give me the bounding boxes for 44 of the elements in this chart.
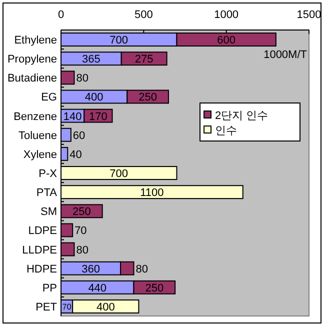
y-tick-label: LLDPE (22, 244, 57, 256)
y-tick-label: Xylene (23, 148, 57, 161)
y-tick-label: P-X (38, 168, 58, 180)
data-label: 1100 (140, 187, 164, 200)
data-label: 140 (63, 110, 82, 123)
data-label: 275 (134, 54, 154, 66)
y-tick-label: SM (40, 206, 57, 218)
data-label: 700 (110, 168, 128, 180)
data-label: 600 (217, 34, 236, 47)
legend-label: 2단지 인수 (215, 110, 268, 122)
data-label: 440 (88, 282, 107, 294)
data-label: 60 (72, 130, 86, 142)
data-label: 365 (82, 54, 100, 66)
data-label: 360 (82, 263, 100, 276)
data-label: 250 (145, 282, 164, 294)
y-tick-label: EG (41, 92, 57, 104)
data-label: 250 (138, 92, 157, 104)
y-tick-label: PET (36, 301, 58, 314)
data-label: 80 (136, 263, 148, 276)
x-tick-label: 1000 (214, 9, 239, 21)
data-label: 400 (96, 301, 115, 314)
y-tick-label: Butadiene (7, 72, 57, 85)
data-label: 400 (84, 92, 104, 104)
x-tick-label: 0 (58, 9, 64, 21)
y-tick-label: Toluene (18, 130, 57, 142)
data-label: 70 (74, 225, 87, 238)
x-tick-label: 500 (134, 9, 153, 21)
y-tick-label: HDPE (26, 263, 57, 276)
y-tick-label: Propylene (7, 54, 57, 66)
data-label: 40 (70, 148, 82, 161)
data-label: 80 (76, 72, 88, 85)
x-tick-label: 1500 (296, 9, 322, 21)
y-tick-label: Ethylene (14, 34, 57, 47)
y-tick-label: LDPE (28, 225, 57, 238)
data-label: 250 (72, 206, 91, 218)
y-tick-label: PTA (36, 187, 58, 200)
data-label: 80 (76, 244, 88, 256)
annotation: 1000M/T (264, 49, 308, 61)
y-tick-label: Benzene (14, 110, 57, 123)
y-tick-label: PP (42, 282, 57, 294)
data-label: 70 (62, 302, 72, 312)
data-label: 700 (110, 34, 128, 47)
data-label: 170 (89, 110, 108, 123)
legend-label: 인수 (215, 125, 237, 137)
